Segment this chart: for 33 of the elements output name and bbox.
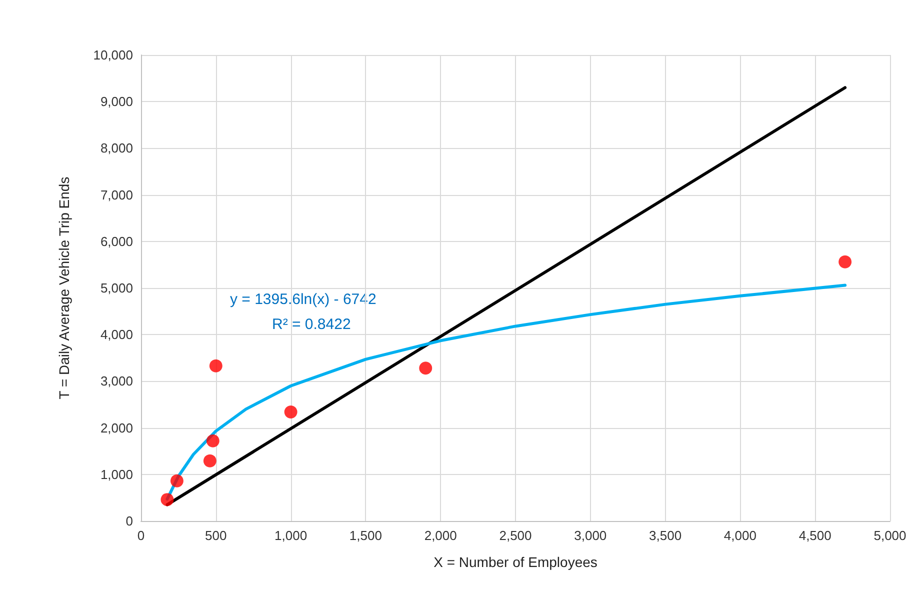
x-tick-label: 3,500 [649, 528, 682, 543]
x-tick-label: 1,500 [349, 528, 382, 543]
y-axis-title: T = Daily Average Vehicle Trip Ends [56, 176, 72, 400]
y-tick-label: 0 [126, 514, 133, 528]
point [203, 454, 216, 468]
x-axis-title: X = Number of Employees [434, 554, 598, 570]
point [209, 359, 222, 372]
y-tick-label: 5,000 [100, 280, 133, 296]
y-tick-label: 10,000 [93, 48, 133, 62]
y-tick-label: 7,000 [100, 187, 133, 202]
point [838, 255, 852, 268]
x-tick-label: 4,000 [724, 528, 756, 543]
x-tick-label: 3,000 [574, 528, 607, 543]
point [160, 493, 174, 506]
y-tick-label: 6,000 [100, 234, 133, 249]
y-tick-label: 8,000 [100, 140, 133, 156]
point [206, 434, 220, 448]
x-tick-label: 5,000 [874, 528, 906, 543]
point [284, 405, 298, 418]
point [419, 362, 432, 375]
x-tick-label: 500 [205, 528, 227, 543]
x-tick-label: 0 [137, 528, 145, 543]
annotation: R² = 0.8422 [272, 316, 351, 333]
x-tick-label: 2,500 [499, 528, 532, 543]
point [170, 474, 184, 488]
x-tick-label: 4,500 [798, 528, 832, 543]
x-tick-label: 1,000 [274, 528, 308, 543]
y-tick-label: 4,000 [100, 327, 133, 342]
x-tick-label: 2,000 [424, 528, 457, 543]
y-tick-label: 3,000 [100, 374, 133, 389]
y-tick-label: 2,000 [100, 420, 133, 436]
y-tick-label: 1,000 [100, 466, 133, 482]
y-tick-label: 9,000 [100, 94, 133, 110]
